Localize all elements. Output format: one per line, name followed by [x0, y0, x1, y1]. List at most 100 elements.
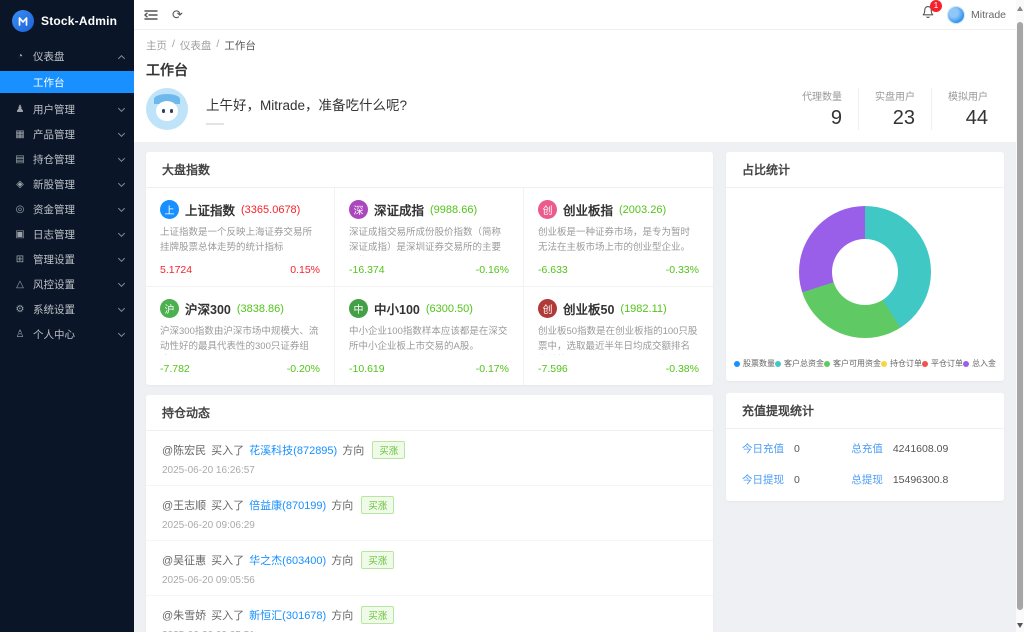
- sidebar-item-funds[interactable]: ◎ 资金管理: [0, 197, 134, 222]
- legend-dot: [881, 360, 887, 367]
- index-change-pct: -0.38%: [665, 363, 699, 375]
- index-description: 创业板是一种证券市场，是专为暂时无法在主板市场上市的创业型企业。: [538, 227, 691, 253]
- sidebar-item-profile[interactable]: ♙ 个人中心: [0, 322, 134, 347]
- legend-dot: [963, 360, 969, 367]
- legend-item[interactable]: 股票数量: [734, 358, 775, 369]
- legend-dot: [824, 360, 830, 367]
- dashboard-icon: ◔: [16, 51, 24, 62]
- notification-badge: 1: [929, 0, 942, 12]
- chevron-down-icon: [117, 279, 126, 288]
- greeting-subtitle-dash: [206, 122, 224, 125]
- index-description: 创业板50指数是在创业板指的100只股票中，选取最近半年日均成交额排名靠前的50…: [538, 326, 698, 352]
- index-change: -7.782: [160, 363, 190, 375]
- position-time: 2025-06-20 09:05:51: [162, 630, 697, 632]
- logs-icon: ▣: [15, 229, 25, 240]
- sidebar-item-products[interactable]: ▦ 产品管理: [0, 122, 134, 147]
- risk-settings-icon: △: [16, 279, 24, 290]
- positions-card: 持仓动态 @陈宏民 买入了 花溪科技(872895) 方向 买涨 2025-06…: [146, 395, 713, 632]
- chevron-down-icon: [117, 329, 126, 338]
- index-card-sme100: 中 中小100 (6300.50) 中小企业100指数样本应该都是在深交所中小企…: [335, 287, 524, 385]
- content-area: 大盘指数 上 上证指数 (3365.0678) 上证指数是一个反映上海证券交易所…: [134, 142, 1024, 632]
- sidebar-item-new-stocks[interactable]: ◈ 新股管理: [0, 172, 134, 197]
- today-recharge: 今日充值 0: [742, 443, 800, 455]
- position-stock-link[interactable]: 新恒汇(301678): [249, 610, 327, 622]
- index-description: 沪深300指数由沪深市场中规模大、流动性好的最具代表性的300只证券组成。: [160, 326, 319, 352]
- new-stocks-icon: ◈: [16, 179, 24, 190]
- index-icon: 沪: [160, 299, 179, 318]
- donut-chart[interactable]: [799, 206, 931, 338]
- index-change: -6.633: [538, 264, 568, 276]
- index-change: -10.619: [349, 363, 385, 375]
- sidebar-item-users[interactable]: ♟ 用户管理: [0, 97, 134, 122]
- list-item: @陈宏民 买入了 花溪科技(872895) 方向 买涨 2025-06-20 1…: [146, 431, 713, 486]
- sidebar-item-risk-settings[interactable]: △ 风控设置: [0, 272, 134, 297]
- ratio-card-title: 占比统计: [726, 152, 1004, 188]
- main-area: ⟳ 1 Mitrade 主页 / 仪表盘 / 工作台 工作台: [134, 0, 1024, 632]
- legend-dot: [922, 360, 928, 367]
- positions-card-title: 持仓动态: [146, 395, 713, 431]
- breadcrumb-home[interactable]: 主页: [146, 40, 167, 52]
- scrollbar[interactable]: [1016, 0, 1024, 632]
- sidebar-item-positions[interactable]: ▤ 持仓管理: [0, 147, 134, 172]
- system-settings-icon: ⚙: [15, 304, 25, 315]
- page-header: 主页 / 仪表盘 / 工作台 工作台 上午好，Mitrade，准备吃什么呢? 代…: [134, 30, 1024, 142]
- recharge-stats-card: 充值提现统计 今日充值 0 总充值 4241608.09 今日提现 0: [726, 393, 1004, 501]
- recharge-card-title: 充值提现统计: [726, 393, 1004, 429]
- position-stock-link[interactable]: 倍益康(870199): [249, 500, 327, 512]
- funds-icon: ◎: [15, 204, 25, 215]
- sidebar-item-workbench[interactable]: 工作台: [0, 71, 134, 93]
- legend-item[interactable]: 平仓订单: [922, 358, 963, 369]
- products-icon: ▦: [15, 129, 25, 140]
- direction-badge: 买涨: [361, 551, 395, 569]
- sidebar-item-dashboard[interactable]: ◔ 仪表盘: [0, 44, 134, 69]
- scroll-down-arrow-icon[interactable]: [1017, 623, 1023, 628]
- list-item: @王志顺 买入了 倍益康(870199) 方向 买涨 2025-06-20 09…: [146, 486, 713, 541]
- index-icon: 深: [349, 200, 368, 219]
- index-icon: 上: [160, 200, 179, 219]
- users-icon: ♟: [15, 104, 25, 115]
- sidebar-item-logs[interactable]: ▣ 日志管理: [0, 222, 134, 247]
- index-description: 中小企业100指数样本应该都是在深交所中小企业板上市交易的A股。: [349, 326, 508, 352]
- position-stock-link[interactable]: 华之杰(603400): [249, 555, 327, 567]
- index-card-sse: 上 上证指数 (3365.0678) 上证指数是一个反映上海证券交易所挂牌股票总…: [146, 188, 335, 287]
- legend-item[interactable]: 持仓订单: [881, 358, 922, 369]
- admin-settings-icon: ⊞: [15, 254, 25, 265]
- logo-icon: [12, 10, 34, 32]
- app-logo: Stock-Admin: [0, 0, 134, 44]
- index-icon: 创: [538, 200, 557, 219]
- legend-item[interactable]: 客户总资金: [775, 358, 824, 369]
- breadcrumb-dashboard[interactable]: 仪表盘: [179, 40, 212, 52]
- breadcrumb-current: 工作台: [224, 40, 256, 52]
- topbar: ⟳ 1 Mitrade: [134, 0, 1024, 30]
- index-change: -7.596: [538, 363, 568, 375]
- scroll-up-arrow-icon[interactable]: [1017, 6, 1023, 11]
- collapse-menu-icon[interactable]: [144, 9, 158, 21]
- stat-live-users: 实盘用户 23: [858, 88, 931, 130]
- position-time: 2025-06-20 16:26:57: [162, 465, 255, 476]
- notification-bell-icon[interactable]: 1: [921, 0, 942, 25]
- total-withdraw: 总提现 15496300.8: [851, 474, 949, 486]
- user-menu[interactable]: Mitrade: [946, 5, 1006, 24]
- scrollbar-thumb[interactable]: [1017, 22, 1023, 610]
- index-description: 上证指数是一个反映上海证券交易所挂牌股票总体走势的统计指标: [160, 227, 313, 253]
- chevron-down-icon: [117, 204, 126, 213]
- direction-badge: 买涨: [372, 441, 406, 459]
- legend-item[interactable]: 总入金: [963, 358, 996, 369]
- username: Mitrade: [970, 8, 1006, 21]
- chevron-down-icon: [117, 304, 126, 313]
- position-user: @陈宏民: [162, 445, 207, 457]
- index-card-csi300: 沪 沪深300 (3838.86) 沪深300指数由沪深市场中规模大、流动性好的…: [146, 287, 335, 385]
- position-stock-link[interactable]: 花溪科技(872895): [249, 445, 338, 457]
- sidebar-item-admin-settings[interactable]: ⊞ 管理设置: [0, 247, 134, 272]
- legend-item[interactable]: 客户可用资金: [824, 358, 881, 369]
- position-user: @王志顺: [162, 500, 207, 512]
- refresh-icon[interactable]: ⟳: [172, 6, 183, 22]
- stat-demo-users: 模拟用户 44: [931, 88, 1004, 130]
- chevron-down-icon: [117, 154, 126, 163]
- index-icon: 创: [538, 299, 557, 318]
- sidebar-item-system-settings[interactable]: ⚙ 系统设置: [0, 297, 134, 322]
- index-change-pct: -0.20%: [286, 363, 320, 375]
- index-change-pct: -0.33%: [665, 264, 699, 276]
- ratio-stats-card: 占比统计 股票数量 客户总资金: [726, 152, 1004, 381]
